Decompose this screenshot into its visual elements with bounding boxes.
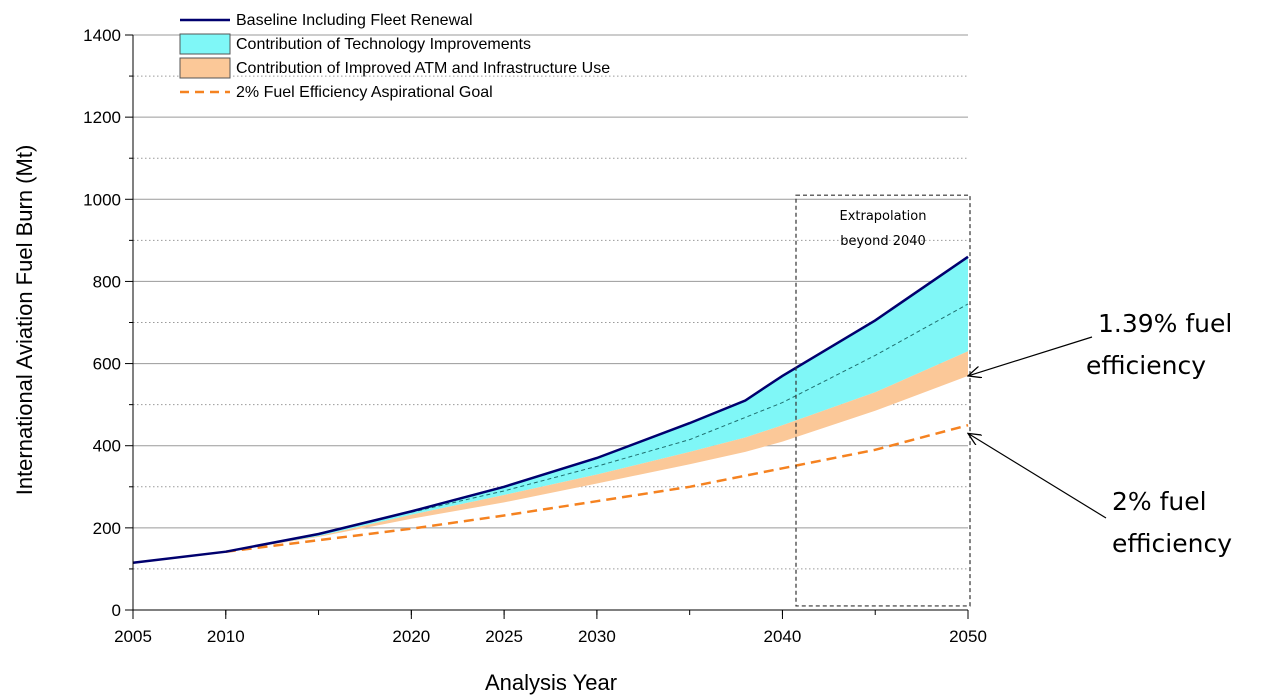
annotation-line2: efficiency xyxy=(1112,529,1232,558)
x-tick-label: 2050 xyxy=(949,627,987,646)
x-tick-label: 2020 xyxy=(392,627,430,646)
legend-label: 2% Fuel Efficiency Aspirational Goal xyxy=(236,84,493,101)
x-tick-label: 2010 xyxy=(207,627,245,646)
bands xyxy=(225,256,969,552)
annotation-line1: 2% fuel xyxy=(1112,487,1207,516)
legend-swatch-atm xyxy=(179,57,231,79)
series-lines xyxy=(132,255,969,565)
y-tick-label: 400 xyxy=(93,437,121,456)
x-axis-label: Analysis Year xyxy=(485,670,617,695)
goal-line xyxy=(225,423,969,553)
legend-swatch-technology xyxy=(179,33,231,55)
legend-label: Contribution of Technology Improvements xyxy=(236,36,531,53)
y-tick-label: 1200 xyxy=(83,108,121,127)
technology-band xyxy=(225,256,969,552)
extrapolation-label-line2: beyond 2040 xyxy=(840,234,926,249)
x-tick-label: 2005 xyxy=(114,627,152,646)
y-tick-label: 800 xyxy=(93,272,121,291)
inner-dashed-line xyxy=(411,303,969,513)
annotation-arrow xyxy=(968,433,1107,519)
y-tick-label: 600 xyxy=(93,355,121,374)
x-tick-label: 2030 xyxy=(578,627,616,646)
baseline-line xyxy=(132,255,969,565)
x-tick-label: 2025 xyxy=(485,627,523,646)
annotations: 1.39% fuel efficiency 2% fuel efficiency xyxy=(968,309,1232,558)
y-tick-label: 0 xyxy=(112,601,121,620)
y-tick-label: 1000 xyxy=(83,190,121,209)
extrapolation-region: Extrapolation beyond 2040 xyxy=(795,194,971,607)
annotation-line2: efficiency xyxy=(1086,351,1206,380)
annotation-arrow xyxy=(968,336,1093,376)
axes: 0 200 400 600 800 1000 1200 1400 2005 2010 2020 202… xyxy=(83,26,987,646)
extrapolation-box xyxy=(795,194,971,607)
y-tick-label: 200 xyxy=(93,519,121,538)
legend-label: Baseline Including Fleet Renewal xyxy=(236,12,473,29)
extrapolation-label-line1: Extrapolation xyxy=(839,209,926,224)
annotation-line1: 1.39% fuel xyxy=(1098,309,1232,338)
legend: Baseline Including Fleet Renewal Contribu… xyxy=(179,12,610,101)
y-tick-label: 1400 xyxy=(83,26,121,45)
legend-label: Contribution of Improved ATM and Infrast… xyxy=(236,60,610,77)
y-axis-label: International Aviation Fuel Burn (Mt) xyxy=(12,145,37,496)
x-tick-label: 2040 xyxy=(764,627,802,646)
grid xyxy=(133,34,968,570)
